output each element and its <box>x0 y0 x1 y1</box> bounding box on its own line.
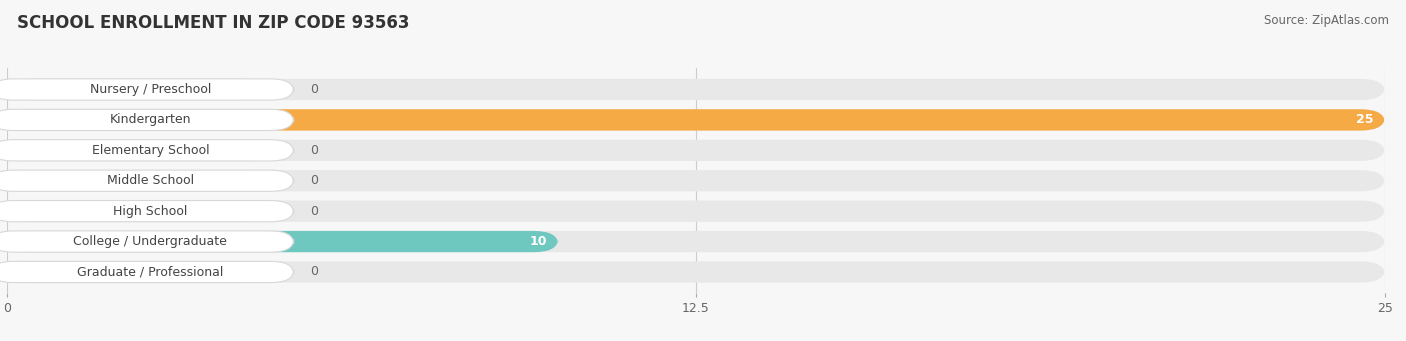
FancyBboxPatch shape <box>0 170 294 191</box>
FancyBboxPatch shape <box>0 231 294 252</box>
Text: Middle School: Middle School <box>107 174 194 187</box>
Text: SCHOOL ENROLLMENT IN ZIP CODE 93563: SCHOOL ENROLLMENT IN ZIP CODE 93563 <box>17 14 409 32</box>
Text: 0: 0 <box>311 266 318 279</box>
Text: 0: 0 <box>311 83 318 96</box>
Text: Source: ZipAtlas.com: Source: ZipAtlas.com <box>1264 14 1389 27</box>
FancyBboxPatch shape <box>7 231 1385 252</box>
Text: College / Undergraduate: College / Undergraduate <box>73 235 228 248</box>
FancyBboxPatch shape <box>7 261 264 283</box>
Text: 0: 0 <box>311 205 318 218</box>
FancyBboxPatch shape <box>0 109 294 131</box>
FancyBboxPatch shape <box>7 261 1385 283</box>
Text: Nursery / Preschool: Nursery / Preschool <box>90 83 211 96</box>
Text: 0: 0 <box>311 144 318 157</box>
Text: 0: 0 <box>311 174 318 187</box>
Text: Kindergarten: Kindergarten <box>110 114 191 127</box>
Text: High School: High School <box>112 205 187 218</box>
Text: 10: 10 <box>530 235 547 248</box>
Text: 25: 25 <box>1357 114 1374 127</box>
FancyBboxPatch shape <box>7 231 558 252</box>
FancyBboxPatch shape <box>7 140 264 161</box>
FancyBboxPatch shape <box>7 140 1385 161</box>
Text: Elementary School: Elementary School <box>91 144 209 157</box>
FancyBboxPatch shape <box>7 79 264 100</box>
FancyBboxPatch shape <box>7 79 1385 100</box>
FancyBboxPatch shape <box>0 261 294 283</box>
FancyBboxPatch shape <box>7 109 1385 131</box>
FancyBboxPatch shape <box>0 201 294 222</box>
FancyBboxPatch shape <box>7 201 1385 222</box>
FancyBboxPatch shape <box>7 170 1385 191</box>
FancyBboxPatch shape <box>0 79 294 100</box>
FancyBboxPatch shape <box>7 201 264 222</box>
FancyBboxPatch shape <box>7 170 264 191</box>
FancyBboxPatch shape <box>0 140 294 161</box>
Text: Graduate / Professional: Graduate / Professional <box>77 266 224 279</box>
FancyBboxPatch shape <box>7 109 1385 131</box>
